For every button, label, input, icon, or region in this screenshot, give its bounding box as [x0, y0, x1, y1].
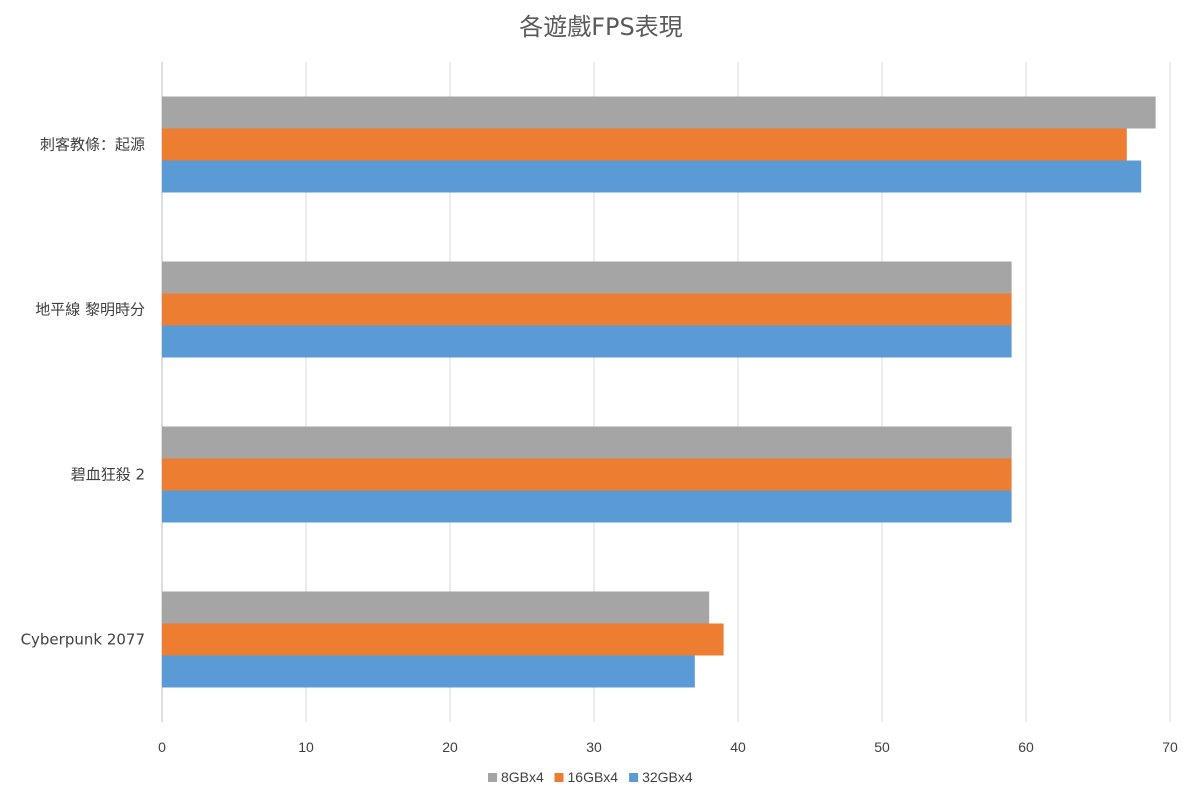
category-label: 地平線 黎明時分 [35, 301, 145, 319]
x-tick-label: 20 [442, 739, 458, 755]
bar-8gbx4 [162, 261, 1012, 294]
x-tick-label: 60 [1018, 739, 1034, 755]
bar-16gbx4 [162, 293, 1012, 326]
bar-32gbx4 [162, 655, 695, 688]
x-tick-label: 40 [730, 739, 746, 755]
x-tick-label: 10 [298, 739, 314, 755]
x-tick-label: 30 [586, 739, 602, 755]
legend-label: 32GBx4 [642, 769, 693, 785]
bar-16gbx4 [162, 128, 1127, 161]
legend-label: 16GBx4 [568, 769, 619, 785]
bar-8gbx4 [162, 96, 1156, 129]
x-tick-label: 70 [1162, 739, 1178, 755]
legend: 8GBx4 16GBx4 32GBx4 [488, 769, 693, 785]
bar-32gbx4 [162, 325, 1012, 358]
bars [162, 96, 1156, 688]
chart-title: 各遊戲FPS表現 [519, 13, 683, 41]
legend-swatch [488, 773, 497, 782]
x-tick-label: 50 [874, 739, 890, 755]
category-label: Cyberpunk 2077 [21, 631, 145, 649]
category-label: 碧血狂殺 2 [71, 466, 145, 484]
legend-label: 8GBx4 [501, 769, 544, 785]
bar-16gbx4 [162, 458, 1012, 491]
x-tick-label: 0 [158, 739, 166, 755]
bar-8gbx4 [162, 426, 1012, 459]
legend-swatch [554, 773, 564, 782]
legend-swatch [629, 773, 639, 782]
bar-8gbx4 [162, 591, 710, 624]
bar-16gbx4 [162, 623, 724, 656]
bar-32gbx4 [162, 160, 1142, 193]
x-axis-tick-labels: 0 10 20 30 40 50 60 70 [158, 739, 1178, 755]
category-label: 刺客教條：起源 [40, 136, 145, 154]
bar-32gbx4 [162, 490, 1012, 523]
